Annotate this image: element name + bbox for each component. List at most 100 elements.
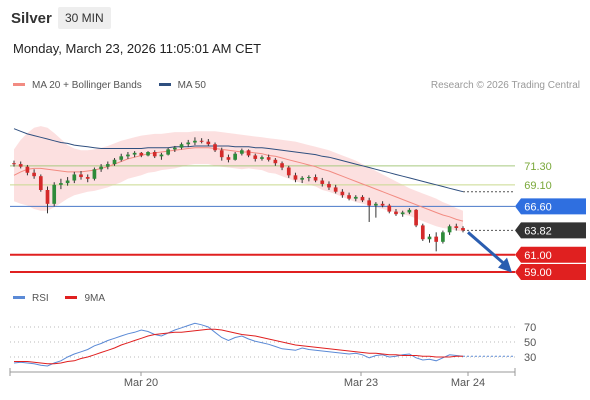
- legend-swatch-rsi: [13, 295, 25, 299]
- level-badge-66.60: 66.60: [515, 198, 586, 215]
- candle-body: [159, 154, 164, 157]
- level-badge-59.00: 59.00: [515, 264, 586, 281]
- rsi-tick-70: 70: [524, 322, 536, 334]
- main-legend: MA 20 + Bollinger Bands MA 50: [13, 80, 220, 91]
- candle-body: [18, 164, 23, 167]
- candle-body: [414, 209, 418, 226]
- candle-body: [340, 191, 345, 196]
- candle-51: [353, 195, 358, 202]
- candle-body: [240, 150, 244, 154]
- candle-body: [286, 167, 291, 176]
- x-tick-label-2: Mar 24: [451, 377, 485, 389]
- candle-12: [92, 167, 97, 181]
- legend-label-ma20: MA 20 + Bollinger Bands: [32, 80, 142, 91]
- candle-body: [427, 236, 432, 240]
- candle-15: [112, 158, 117, 166]
- candle-body: [327, 183, 331, 188]
- candle-body: [38, 176, 43, 190]
- candle-39: [273, 158, 278, 166]
- candle-62: [427, 234, 432, 243]
- level-badge-63.82: 63.82: [515, 222, 586, 239]
- candle-body: [213, 144, 217, 151]
- candle-body: [233, 153, 237, 160]
- candle-body: [32, 172, 36, 177]
- candle-59: [407, 208, 412, 215]
- candle-body: [139, 152, 144, 156]
- candle-42: [293, 172, 298, 183]
- candle-20: [146, 151, 150, 157]
- candle-body: [394, 211, 398, 215]
- candle-body: [313, 177, 318, 181]
- legend-label-rsi: RSI: [32, 293, 49, 304]
- rsi-panel: 70 50 30: [10, 322, 536, 367]
- candle-body: [186, 142, 191, 145]
- candle-body: [12, 163, 16, 165]
- candle-54: [374, 202, 378, 218]
- timeframe-selector[interactable]: 30 MIN: [58, 7, 111, 29]
- candle-16: [119, 153, 124, 162]
- candle-body: [65, 180, 70, 184]
- candle-body: [441, 232, 445, 242]
- candle-body: [146, 152, 150, 156]
- candle-body: [260, 157, 264, 159]
- candle-26: [186, 139, 191, 147]
- x-tick-label-1: Mar 23: [344, 377, 378, 389]
- candle-23: [166, 147, 170, 156]
- forecast-arrow-layer: [467, 231, 512, 273]
- candle-body: [85, 177, 90, 179]
- chart-timestamp: Monday, March 23, 2026 11:05:01 AM CET: [13, 41, 262, 56]
- moving-average-layer: [13, 128, 464, 222]
- candle-body: [199, 140, 204, 142]
- legend-swatch-9ma: [65, 295, 78, 299]
- level-label-61.00: 61.00: [524, 250, 552, 262]
- candle-body: [59, 183, 63, 185]
- level-labels-layer: 71.30 69.10 66.60 63.82 61.00 59.00: [515, 161, 586, 281]
- legend-label-ma50: MA 50: [177, 80, 206, 91]
- candle-body: [353, 196, 358, 199]
- rsi-9ma-line: [14, 328, 463, 365]
- candle-body: [273, 159, 278, 164]
- candle-18: [132, 151, 137, 158]
- candle-6: [52, 182, 57, 207]
- level-badge-bg: [515, 264, 586, 281]
- legend-item-9ma: 9MA: [65, 293, 105, 304]
- candle-body: [25, 166, 30, 173]
- candle-body: [400, 212, 405, 215]
- candle-4: [38, 174, 43, 192]
- ma20-line: [13, 147, 464, 222]
- candle-45: [313, 174, 318, 183]
- candle-27: [193, 137, 197, 146]
- candles-layer: [12, 137, 465, 252]
- candle-body: [347, 195, 351, 199]
- candle-17: [126, 152, 130, 159]
- candle-66: [454, 223, 459, 231]
- candle-5: [45, 186, 50, 214]
- candle-body: [126, 154, 130, 157]
- candle-body: [166, 149, 170, 155]
- research-credit: Research © 2026 Trading Central: [430, 80, 580, 91]
- candle-11: [85, 174, 90, 183]
- candle-body: [79, 174, 83, 178]
- candle-body: [52, 184, 57, 204]
- candle-37: [260, 155, 264, 161]
- candle-44: [307, 175, 311, 182]
- candle-58: [400, 210, 405, 217]
- candle-48: [333, 184, 338, 194]
- candle-body: [293, 175, 298, 180]
- candle-65: [447, 224, 452, 235]
- candle-body: [119, 156, 124, 160]
- candle-13: [99, 164, 103, 172]
- candle-body: [152, 152, 157, 157]
- candle-53: [367, 197, 372, 222]
- candle-body: [193, 140, 197, 143]
- candle-14: [105, 161, 110, 170]
- candle-30: [213, 142, 217, 152]
- candle-body: [206, 141, 211, 145]
- candle-36: [253, 153, 258, 162]
- candle-61: [420, 223, 425, 241]
- candle-3: [32, 169, 36, 179]
- legend-swatch-ma50: [158, 82, 171, 86]
- x-tick-label-0: Mar 20: [124, 377, 158, 389]
- candle-2: [25, 164, 30, 176]
